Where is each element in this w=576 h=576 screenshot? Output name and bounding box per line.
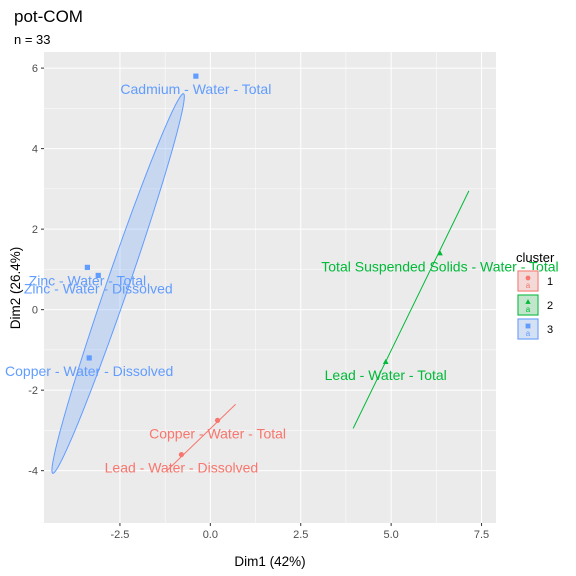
x-tick-label: -2.5 <box>110 529 129 541</box>
minor-gridlines <box>44 52 496 523</box>
legend-marker-3 <box>525 323 531 329</box>
y-tick-label: 4 <box>32 144 38 156</box>
legend-key-letter: a <box>526 281 531 290</box>
point-zinc-water-dissolved <box>95 272 101 279</box>
legend-key-2 <box>517 294 539 316</box>
legend-key-letter: a <box>526 329 531 338</box>
cluster-points <box>84 73 443 458</box>
point-cadmium-water-total <box>193 73 199 79</box>
point-copper-water-total <box>214 417 221 423</box>
chart-title: pot-COM <box>14 7 83 26</box>
y-tick-label: -2 <box>28 385 38 397</box>
legend-label-1: 1 <box>547 276 553 288</box>
chart-subtitle: n = 33 <box>14 32 51 47</box>
x-tick-label: 7.5 <box>474 529 489 541</box>
legend-key-bg <box>517 270 539 292</box>
x-tick-label: 5.0 <box>383 529 398 541</box>
major-gridlines <box>44 52 496 523</box>
label-lead-water-total: Lead - Water - Total <box>325 367 447 383</box>
plot-panel <box>44 52 496 523</box>
cluster-3-ellipse <box>51 93 185 474</box>
legend-label-2: 2 <box>547 300 553 312</box>
y-tick-label: 2 <box>32 224 38 236</box>
cluster-1-hull <box>166 403 236 472</box>
y-axis-title: Dim2 (26.4%) <box>8 247 23 330</box>
point-lead-water-dissolved <box>178 451 185 458</box>
legend-key-1 <box>517 270 539 292</box>
legend-title: cluster <box>516 250 555 265</box>
label-cadmium-water-total: Cadmium - Water - Total <box>120 81 271 97</box>
x-axis-ticks: -2.5 0.0 2.5 5.0 7.5 <box>110 523 489 541</box>
point-labels: Copper - Water - Total Lead - Water - Dis… <box>5 81 559 475</box>
label-copper-water-dissolved: Copper - Water - Dissolved <box>5 363 173 379</box>
label-lead-water-dissolved: Lead - Water - Dissolved <box>105 460 259 476</box>
label-zinc-water-total: Zinc - Water - Total <box>29 272 146 288</box>
legend-key-3 <box>517 318 539 340</box>
legend: cluster a 1 a 2 a 3 <box>516 250 555 340</box>
legend-label-3: 3 <box>547 324 553 336</box>
y-axis-ticks: -4 -2 0 2 4 6 <box>28 63 44 478</box>
x-axis-title: Dim1 (42%) <box>234 554 305 569</box>
legend-key-bg <box>517 318 539 340</box>
legend-key-bg <box>517 294 539 316</box>
legend-key-letter: a <box>526 305 531 314</box>
point-total-suspended-solids-water-total <box>437 250 443 256</box>
point-lead-water-total <box>382 358 389 365</box>
y-tick-label: -4 <box>28 466 38 478</box>
label-total-suspended-solids-water-total: Total Suspended Solids - Water - Total <box>321 258 558 274</box>
legend-marker-1 <box>525 275 531 281</box>
point-copper-water-dissolved <box>86 355 92 361</box>
legend-marker-2 <box>525 299 531 304</box>
label-copper-water-total: Copper - Water - Total <box>149 425 286 441</box>
x-tick-label: 2.5 <box>293 529 308 541</box>
y-tick-label: 0 <box>32 305 38 317</box>
point-zinc-water-total <box>84 264 90 270</box>
y-tick-label: 6 <box>32 63 38 75</box>
x-tick-label: 0.0 <box>203 529 218 541</box>
label-zinc-water-dissolved: Zinc - Water - Dissolved <box>24 280 173 296</box>
